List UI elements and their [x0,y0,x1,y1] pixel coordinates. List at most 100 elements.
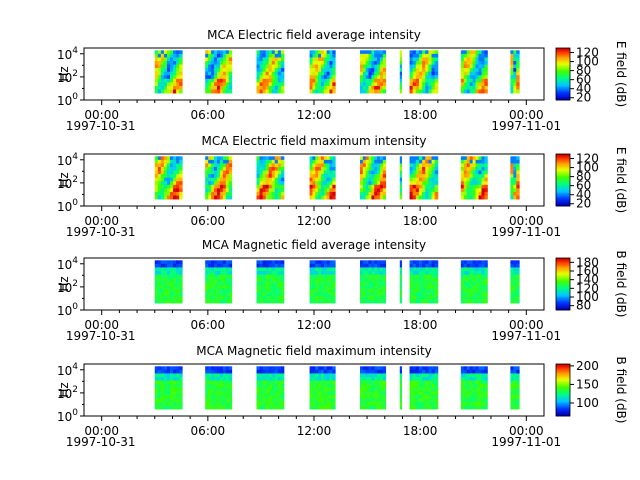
spectrogram-cell [163,181,168,186]
spectrogram-cell [256,188,260,193]
x-tick-label: 18:00 [403,214,438,228]
spectrogram-cell [222,394,227,399]
spectrogram-cell [166,271,171,275]
spectrogram-cell [211,260,215,265]
spectrogram-cell [163,366,168,371]
spectrogram-cell [329,285,333,290]
spectrogram-cell [466,394,471,399]
spectrogram-cell [222,184,227,189]
spectrogram-cell [510,384,514,389]
spectrogram-cell [415,53,420,58]
spectrogram-cell [466,53,471,58]
spectrogram-cell [510,71,514,76]
spectrogram-cell [368,387,372,392]
spectrogram-cell [415,292,420,297]
colorbar-cell [556,300,570,303]
spectrogram-cell [256,64,260,69]
spectrogram-cell [280,387,285,392]
spectrogram-cell [228,295,233,300]
spectrogram-cell [277,274,282,279]
spectrogram-cell [268,50,273,55]
spectrogram-cell [219,288,224,293]
spectrogram-cell [228,391,233,396]
spectrogram-cell [365,387,369,392]
spectrogram-cell [262,181,267,186]
spectrogram-cell [382,85,387,90]
spectrogram-cell [466,292,471,297]
spectrogram-cell [214,391,218,396]
spectrogram-cell [271,278,276,283]
spectrogram-cell [154,299,159,304]
spectrogram-cell [315,195,319,200]
spectrogram-cell [463,174,468,179]
spectrogram-cell [478,401,482,406]
spectrogram-cell [173,64,177,69]
colorbar-cell [556,204,570,207]
spectrogram-cell [469,75,474,80]
spectrogram-cell [274,50,279,55]
spectrogram-cell [157,377,162,381]
spectrogram-cell [463,177,468,182]
spectrogram-cell [211,82,215,87]
spectrogram-cell [516,366,520,371]
spectrogram-cell [431,53,436,58]
spectrogram-cell [377,260,381,265]
spectrogram-cell [463,170,468,175]
spectrogram-cell [256,384,260,389]
spectrogram-cell [309,285,313,290]
spectrogram-cell [318,299,322,304]
spectrogram-cell [219,398,224,403]
spectrogram-cell [274,195,279,200]
spectrogram-cell [368,50,372,55]
spectrogram-cell [463,61,468,65]
spectrogram-cell [371,167,375,171]
spectrogram-cell [160,369,165,374]
spectrogram-cell [262,285,267,290]
spectrogram-cell [256,278,260,283]
spectrogram-cell [176,377,180,381]
colorbar-cell [556,85,570,88]
spectrogram-cell [510,405,514,410]
spectrogram-cell [425,380,429,385]
spectrogram-cell [469,387,474,392]
spectrogram-cell [371,82,375,87]
spectrogram-cell [469,394,474,399]
spectrogram-cell [262,377,267,381]
spectrogram-cell [214,373,218,378]
spectrogram-cell [371,405,375,410]
spectrogram-cell [170,53,174,58]
spectrogram-cell [280,377,285,381]
spectrogram-cell [481,288,485,293]
spectrogram-cell [320,170,325,175]
colorbar-tick-label: 40 [576,82,591,96]
spectrogram-cell [262,271,267,275]
spectrogram-cell [422,299,426,304]
spectrogram-cell [475,288,479,293]
spectrogram-cell [211,71,215,76]
spectrogram-cell [332,167,336,171]
spectrogram-cell [481,64,485,69]
spectrogram-cell [170,394,174,399]
spectrogram-cell [332,391,336,396]
spectrogram-cell [157,373,162,378]
spectrogram-cell [484,170,488,175]
spectrogram-cell [318,50,322,55]
spectrogram-cell [466,299,471,304]
spectrogram-cell [418,295,423,300]
spectrogram-cell [262,278,267,283]
spectrogram-cell [425,57,429,62]
spectrogram-cell [154,191,159,196]
spectrogram-cell [382,285,387,290]
spectrogram-cell [371,61,375,65]
spectrogram-cell [422,159,426,164]
spectrogram-cell [320,274,325,279]
spectrogram-cell [409,188,414,193]
spectrogram-cell [222,53,227,58]
spectrogram-cell [312,82,316,87]
spectrogram-cell [382,369,387,374]
spectrogram-cell [326,50,330,55]
spectrogram-cell [431,260,436,265]
spectrogram-cell [399,373,402,378]
spectrogram-cell [368,405,372,410]
spectrogram-cell [365,295,369,300]
